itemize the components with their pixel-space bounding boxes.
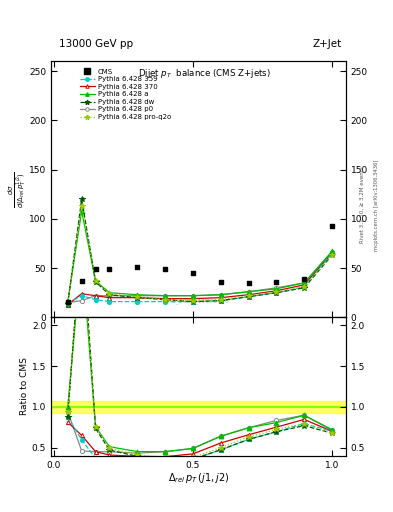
Text: Z+Jet: Z+Jet xyxy=(313,38,342,49)
Text: 13000 GeV pp: 13000 GeV pp xyxy=(59,38,133,49)
Y-axis label: $\frac{d\sigma}{d(\Delta_{rel}\,p_T^{1/2})}$: $\frac{d\sigma}{d(\Delta_{rel}\,p_T^{1/2… xyxy=(6,171,28,207)
Point xyxy=(107,265,113,273)
Point xyxy=(301,275,307,283)
Point xyxy=(134,263,140,271)
Point xyxy=(79,277,85,285)
X-axis label: $\Delta_{rel}\,p_T\,(j1,j2)$: $\Delta_{rel}\,p_T\,(j1,j2)$ xyxy=(168,471,229,485)
Point xyxy=(218,278,224,286)
Y-axis label: Ratio to CMS: Ratio to CMS xyxy=(20,357,29,415)
Legend: CMS, Pythia 6.428 359, Pythia 6.428 370, Pythia 6.428 a, Pythia 6.428 dw, Pythia: CMS, Pythia 6.428 359, Pythia 6.428 370,… xyxy=(78,68,172,121)
Text: Rivet 3.1.10, ≥ 3.2M events: Rivet 3.1.10, ≥ 3.2M events xyxy=(360,166,365,243)
Text: mcplots.cern.ch [arXiv:1306.3436]: mcplots.cern.ch [arXiv:1306.3436] xyxy=(374,159,378,250)
Text: CMS_2021_11036118: CMS_2021_11036118 xyxy=(163,298,230,304)
Point xyxy=(162,265,168,273)
Point xyxy=(329,222,335,230)
Point xyxy=(190,269,196,277)
Point xyxy=(273,278,279,286)
Point xyxy=(245,279,252,287)
Point xyxy=(64,297,71,306)
Bar xyxy=(51,401,346,413)
Text: Dijet $p_T$  balance (CMS Z+jets): Dijet $p_T$ balance (CMS Z+jets) xyxy=(138,67,271,79)
Point xyxy=(92,265,99,273)
